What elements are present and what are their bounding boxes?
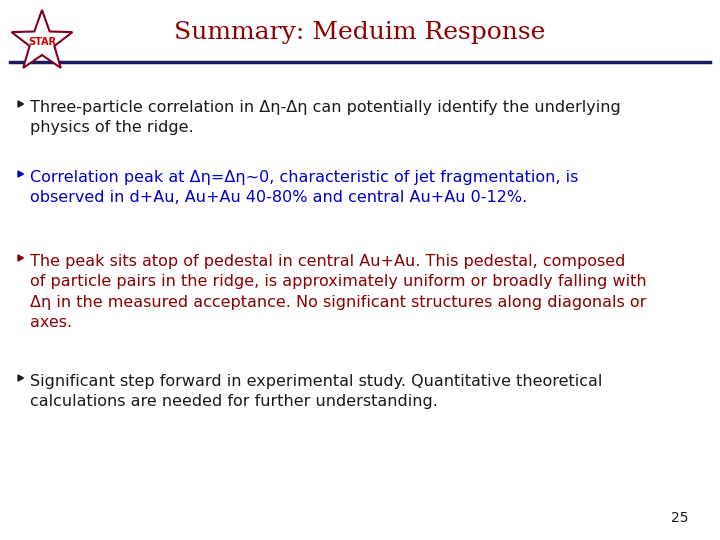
- Polygon shape: [12, 10, 73, 68]
- Text: Correlation peak at Δη=Δη~0, characteristic of jet fragmentation, is
observed in: Correlation peak at Δη=Δη~0, characteris…: [30, 170, 578, 205]
- Text: The peak sits atop of pedestal in central Au+Au. This pedestal, composed
of part: The peak sits atop of pedestal in centra…: [30, 254, 647, 330]
- Text: STAR: STAR: [28, 37, 56, 47]
- Polygon shape: [18, 255, 23, 261]
- Polygon shape: [18, 101, 23, 107]
- Text: Summary: Meduim Response: Summary: Meduim Response: [174, 22, 546, 44]
- Text: Three-particle correlation in Δη-Δη can potentially identify the underlying
phys: Three-particle correlation in Δη-Δη can …: [30, 100, 621, 136]
- Polygon shape: [18, 171, 23, 177]
- Text: Significant step forward in experimental study. Quantitative theoretical
calcula: Significant step forward in experimental…: [30, 374, 603, 409]
- Text: 25: 25: [671, 511, 689, 525]
- Polygon shape: [18, 375, 23, 381]
